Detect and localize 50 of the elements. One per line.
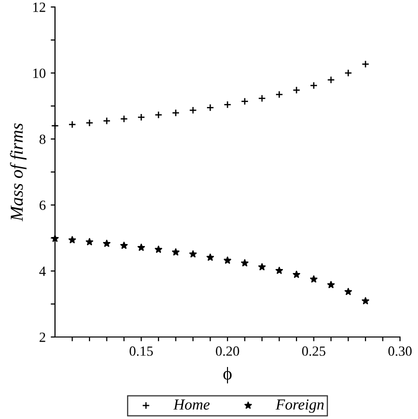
point (172, 109, 180, 117)
point (138, 244, 145, 251)
y-tick-label: 2 (40, 332, 46, 342)
x-tick-label: 0.25 (302, 346, 326, 356)
y-axis-title: Mass of firms (10, 123, 27, 222)
point (68, 120, 76, 128)
point (240, 98, 249, 106)
point (362, 60, 370, 68)
point (310, 82, 318, 90)
point (344, 288, 352, 296)
point (120, 114, 128, 123)
x-tick-label: 0.20 (216, 346, 240, 356)
point (292, 86, 300, 94)
point (68, 236, 76, 244)
point (258, 263, 266, 270)
y-tick-label: 4 (39, 266, 46, 276)
y-tick-label: 12 (33, 2, 46, 12)
point (327, 76, 335, 84)
point (362, 297, 370, 304)
point (86, 238, 94, 246)
point (224, 256, 232, 264)
point (275, 90, 284, 98)
point (310, 275, 318, 283)
point (120, 242, 128, 249)
point (102, 116, 111, 125)
legend-label: Foreign (276, 399, 324, 413)
x-axis-title: ϕ (223, 366, 232, 384)
y-tick-label: 10 (33, 68, 46, 78)
point (344, 69, 352, 77)
point (137, 113, 146, 122)
point (189, 250, 197, 258)
point (206, 254, 214, 261)
y-tick-label: 6 (40, 200, 46, 210)
y-tick-label: 8 (40, 134, 46, 144)
point (154, 111, 162, 119)
point (189, 106, 197, 114)
point (292, 270, 300, 278)
x-tick-label: 0.15 (130, 346, 153, 356)
point (206, 104, 214, 112)
legend-label: Home (173, 400, 210, 410)
point (241, 259, 248, 266)
point (327, 280, 335, 288)
point (258, 94, 266, 102)
point (103, 240, 110, 247)
x-tick-label: 0.30 (388, 346, 412, 356)
point (172, 248, 180, 256)
point (276, 266, 283, 274)
point (86, 118, 94, 127)
point (154, 246, 162, 253)
point (224, 100, 232, 109)
